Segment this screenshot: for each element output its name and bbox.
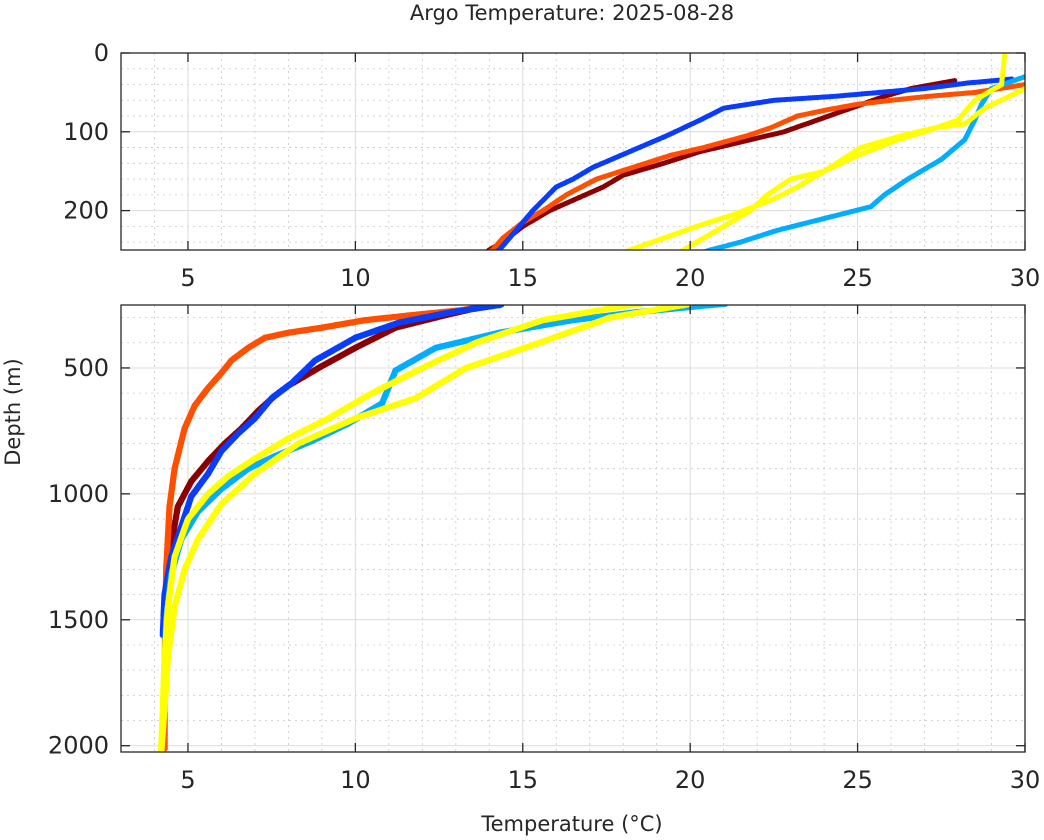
data-point [699, 250, 704, 255]
data-point [491, 250, 496, 255]
upper-ticks: 5 10 15 20 25 30 0 100 200 [63, 39, 1040, 292]
lower-plot-area [121, 305, 1025, 752]
data-point [494, 248, 500, 250]
upper-axes-box [120, 52, 1026, 251]
x-tick-label: 25 [842, 766, 873, 794]
data-point [625, 248, 631, 250]
data-point [488, 248, 494, 250]
y-tick-label: 2000 [48, 732, 109, 760]
x-tick-label: 5 [180, 264, 195, 292]
data-point [697, 251, 702, 256]
x-tick-label: 10 [340, 264, 371, 292]
data-point [679, 248, 684, 250]
x-tick-label: 20 [675, 264, 706, 292]
y-tick-label: 100 [63, 118, 109, 146]
y-tick-label: 0 [94, 39, 109, 67]
series-profile-yellow-b [158, 305, 693, 752]
data-point [158, 747, 165, 752]
y-tick-label: 500 [63, 354, 109, 382]
x-tick-label: 5 [180, 766, 195, 794]
lower-data [157, 305, 729, 752]
upper-panel: 5 10 15 20 25 30 0 100 200 [63, 39, 1040, 292]
series-profile-yellow-b [675, 85, 1025, 256]
data-point [675, 251, 680, 256]
lower-axes-box [120, 304, 1026, 753]
x-tick-label: 30 [1010, 766, 1041, 794]
data-point [622, 251, 627, 256]
x-axis-label: Temperature (°C) [480, 812, 662, 836]
upper-plot-area [121, 53, 1025, 250]
x-tick-label: 30 [1010, 264, 1041, 292]
x-tick-label: 15 [508, 766, 539, 794]
x-tick-label: 15 [508, 264, 539, 292]
x-tick-label: 20 [675, 766, 706, 794]
data-point [489, 251, 494, 256]
data-point [484, 250, 489, 255]
upper-data [482, 53, 1025, 256]
data-point [695, 251, 700, 256]
data-point [482, 251, 487, 256]
chart-title: Argo Temperature: 2025-08-28 [410, 1, 734, 25]
y-tick-label: 1000 [48, 480, 109, 508]
y-axis-label: Depth (m) [1, 358, 25, 465]
series-profile-orange [483, 81, 1025, 256]
y-tick-label: 200 [63, 197, 109, 225]
series-profile-blue [489, 76, 1015, 256]
data-point [483, 251, 488, 256]
x-tick-label: 10 [340, 766, 371, 794]
y-tick-label: 1500 [48, 606, 109, 634]
data-point [485, 249, 487, 250]
lower-panel: 5 10 15 20 25 30 500 1000 1500 2000 [48, 304, 1040, 794]
x-tick-label: 25 [842, 264, 873, 292]
lower-ticks: 5 10 15 20 25 30 500 1000 1500 2000 [48, 305, 1040, 794]
